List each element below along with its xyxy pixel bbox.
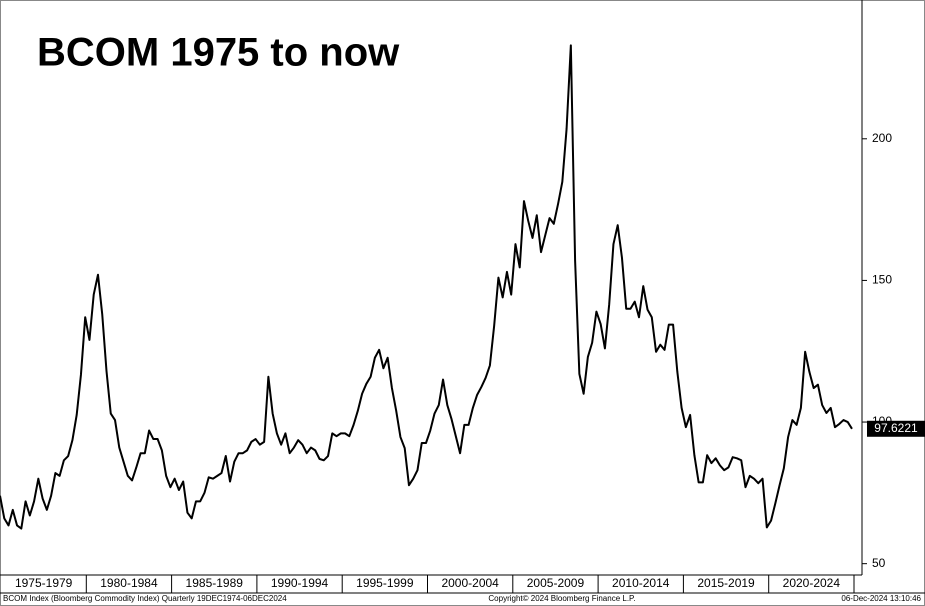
x-tick-label: 1975-1979 <box>15 576 73 590</box>
y-tick-label: 150 <box>872 273 892 287</box>
x-tick-label: 2020-2024 <box>783 576 841 590</box>
footer-left: BCOM Index (Bloomberg Commodity Index) Q… <box>3 594 287 603</box>
x-tick-label: 2010-2014 <box>612 576 670 590</box>
last-value-label: 97.6221 <box>874 421 918 435</box>
x-tick-label: 1990-1994 <box>271 576 329 590</box>
x-tick-label: 2015-2019 <box>697 576 755 590</box>
footer-center: Copyright© 2024 Bloomberg Finance L.P. <box>488 594 635 603</box>
x-tick-label: 2005-2009 <box>527 576 585 590</box>
y-tick-label: 50 <box>872 556 886 570</box>
line-series <box>0 44 853 530</box>
y-tick-label: 200 <box>872 131 892 145</box>
footer-right: 06-Dec-2024 13:10:46 <box>841 594 921 603</box>
chart-title: BCOM 1975 to now <box>37 31 400 75</box>
x-tick-label: 1985-1989 <box>186 576 244 590</box>
x-tick-label: 1995-1999 <box>356 576 414 590</box>
x-tick-label: 1980-1984 <box>100 576 158 590</box>
last-value-box <box>867 420 925 437</box>
x-tick-label: 2000-2004 <box>441 576 499 590</box>
